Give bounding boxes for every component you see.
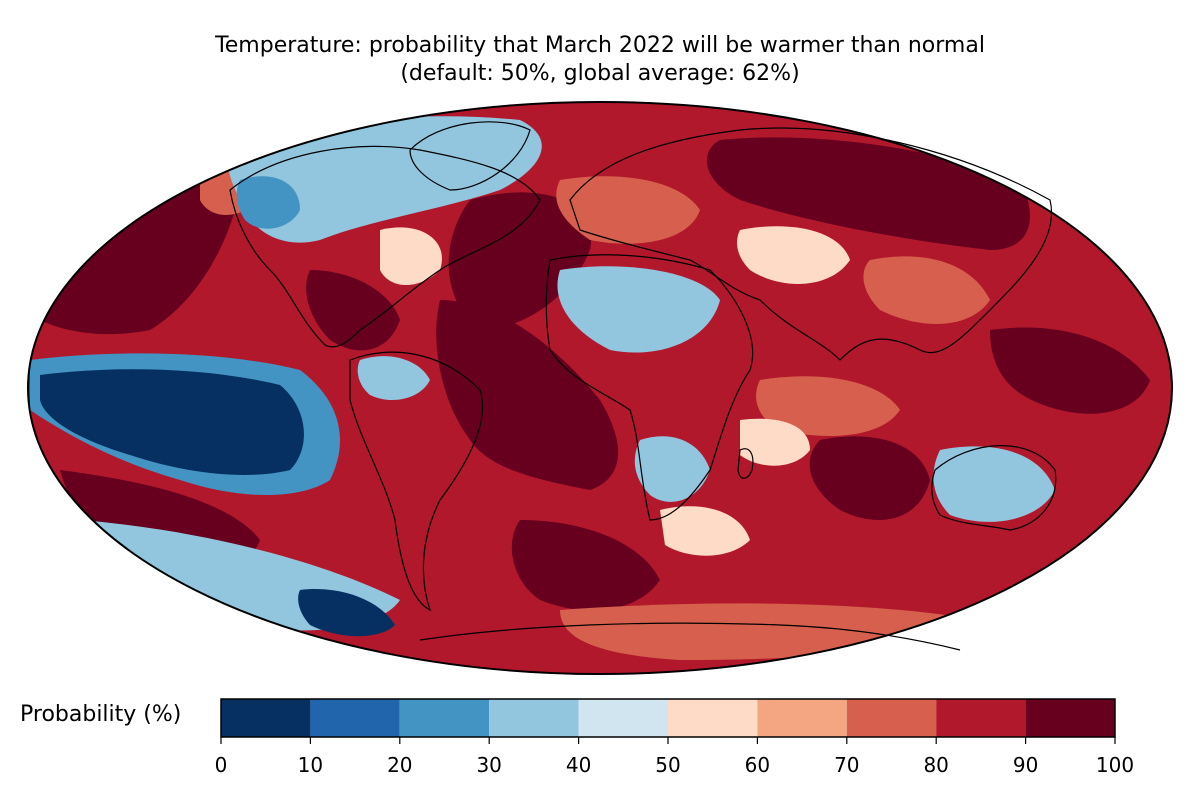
colorbar-bin-0 bbox=[221, 699, 311, 737]
region-canada-cool bbox=[228, 116, 542, 243]
map-field bbox=[28, 102, 1172, 674]
colorbar-tick-label-2: 20 bbox=[387, 753, 413, 777]
coastline-africa bbox=[545, 254, 754, 521]
region-australia-cool bbox=[933, 446, 1055, 522]
region-southern-africa-cool bbox=[634, 436, 710, 502]
colorbar-tick-label-3: 30 bbox=[476, 753, 502, 777]
colorbar-tick-label-1: 10 bbox=[297, 753, 324, 777]
colorbar-bin-5 bbox=[668, 699, 758, 737]
colorbar-tick-label-7: 70 bbox=[834, 753, 860, 777]
colorbar-tick-label-6: 60 bbox=[744, 753, 771, 777]
colorbar-tick-label-5: 50 bbox=[655, 753, 681, 777]
coastlines bbox=[229, 121, 1057, 651]
colorbar-bin-4 bbox=[578, 699, 668, 737]
region-south-indian-warm bbox=[809, 436, 930, 520]
region-tropical-atlantic-warm bbox=[436, 300, 619, 490]
region-east-asia-moderate bbox=[863, 256, 990, 324]
colorbar-tick-label-4: 40 bbox=[565, 753, 592, 777]
region-east-pacific-coldest bbox=[40, 369, 304, 475]
region-siberia-warm bbox=[706, 137, 1030, 250]
region-atlantic-neutral bbox=[380, 227, 442, 285]
region-south-america-north-cool bbox=[357, 356, 430, 400]
region-north-africa-cool bbox=[557, 266, 720, 353]
colorbar-bin-8 bbox=[936, 699, 1026, 737]
coastline-eurasia bbox=[569, 127, 1053, 361]
region-labrador-cold bbox=[236, 176, 300, 229]
coastline-australia bbox=[931, 445, 1057, 531]
colorbar-label: Probability (%) bbox=[20, 702, 182, 727]
region-north-pacific-warm bbox=[40, 183, 240, 335]
coastline-greenland bbox=[409, 121, 531, 191]
region-south-atlantic-neutral bbox=[660, 506, 750, 556]
colorbar-tick-label-10: 100 bbox=[1095, 753, 1135, 777]
region-south-atlantic-warm bbox=[511, 520, 660, 611]
region-central-north-atlantic-warm bbox=[448, 192, 592, 330]
region-south-pacific-coldest bbox=[298, 589, 395, 637]
colorbar-bin-7 bbox=[846, 699, 937, 737]
coastline-south-america bbox=[349, 351, 484, 612]
region-asia-neutral bbox=[737, 226, 850, 284]
colorbar-bin-1 bbox=[310, 699, 400, 737]
globe-outline bbox=[27, 101, 1173, 675]
colorbar-tick-label-9: 90 bbox=[1012, 753, 1039, 777]
coastline-antarctica bbox=[419, 622, 961, 651]
map-title-line-1: Temperature: probability that March 2022… bbox=[215, 33, 985, 58]
region-indian-ocean-moderate bbox=[756, 376, 900, 436]
region-western-pacific-warm bbox=[990, 327, 1150, 414]
colorbar-bin-3 bbox=[489, 699, 579, 737]
region-indian-ocean-neutral bbox=[740, 418, 810, 466]
colorbar-bin-6 bbox=[757, 699, 847, 737]
coastline-madagascar bbox=[737, 448, 754, 479]
colorbar-bin-9 bbox=[1025, 699, 1115, 737]
region-europe-moderate bbox=[556, 176, 700, 244]
colorbar-bin-2 bbox=[399, 699, 490, 737]
colorbar-tick-label-0: 0 bbox=[214, 753, 228, 777]
colorbar-tick-label-8: 80 bbox=[923, 753, 949, 777]
region-gulf-of-mexico-warm bbox=[306, 270, 400, 351]
map-title-line-2: (default: 50%, global average: 62%) bbox=[400, 61, 800, 86]
